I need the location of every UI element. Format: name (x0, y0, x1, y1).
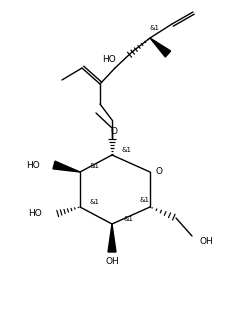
Text: &1: &1 (121, 147, 131, 153)
Text: HO: HO (26, 161, 40, 170)
Text: OH: OH (200, 237, 214, 245)
Polygon shape (53, 161, 80, 172)
Polygon shape (150, 38, 171, 57)
Polygon shape (108, 224, 116, 252)
Text: HO: HO (102, 55, 116, 64)
Text: O: O (155, 167, 163, 177)
Text: O: O (111, 126, 117, 136)
Text: HO: HO (28, 209, 42, 218)
Text: OH: OH (105, 256, 119, 265)
Text: &1: &1 (89, 199, 99, 205)
Text: &1: &1 (139, 197, 149, 203)
Text: &1: &1 (150, 25, 160, 31)
Text: &1: &1 (89, 163, 99, 169)
Text: &1: &1 (123, 216, 133, 222)
